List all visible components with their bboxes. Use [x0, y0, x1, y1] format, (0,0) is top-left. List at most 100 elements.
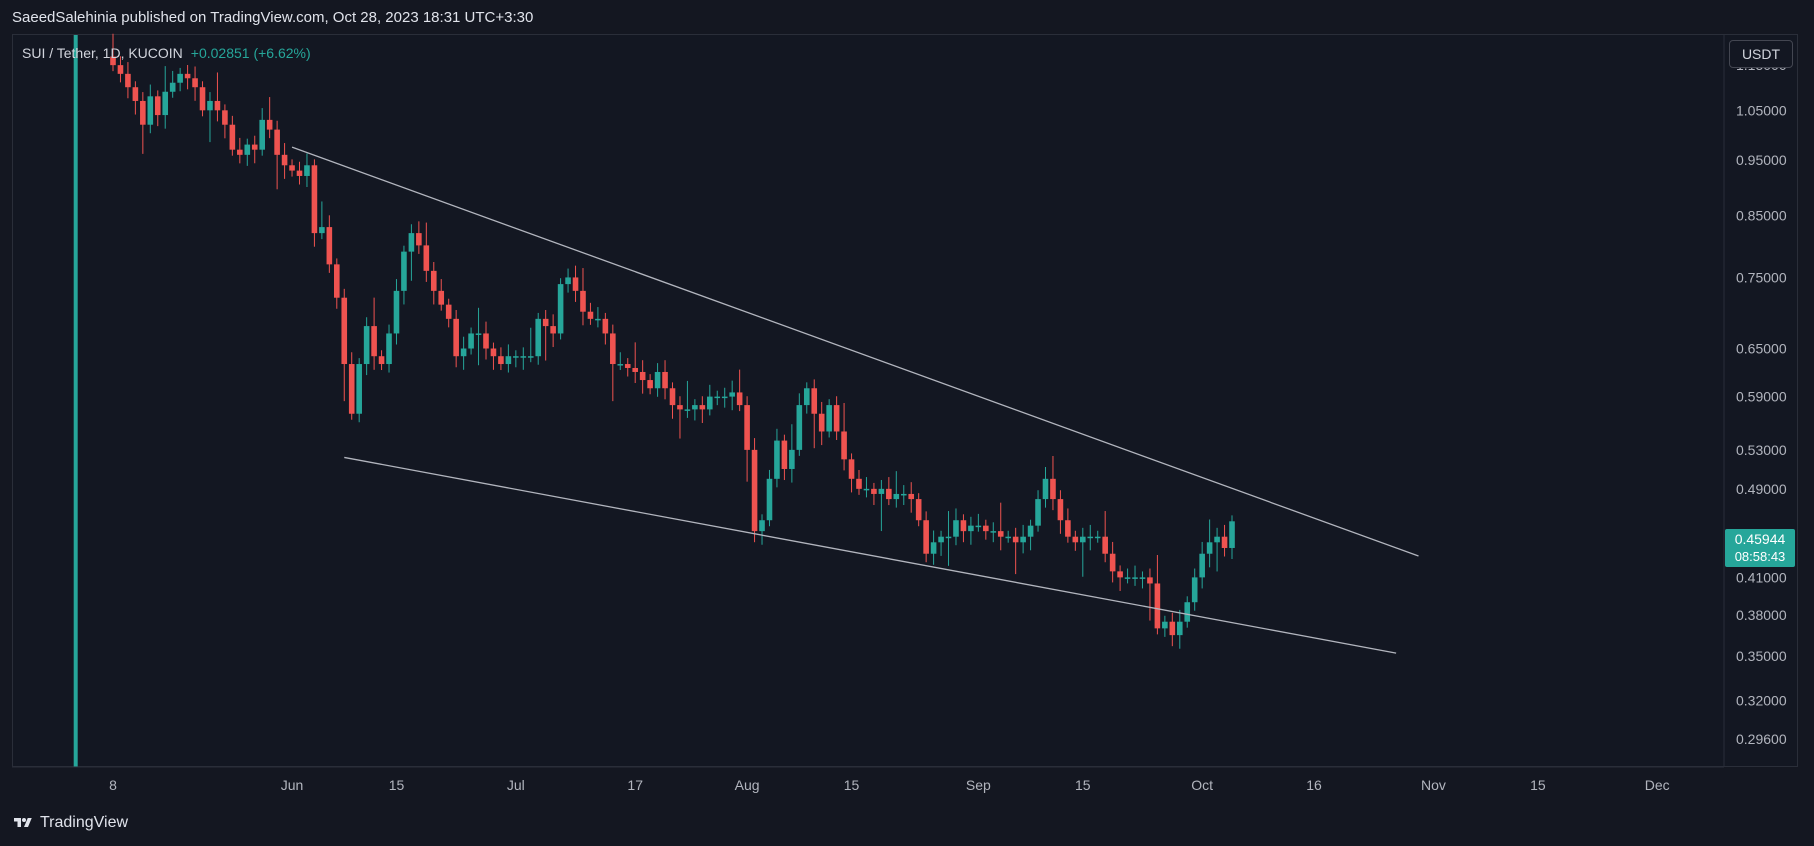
candle-body [237, 149, 243, 155]
price-tick-label: 0.32000 [1736, 692, 1787, 708]
candle-body [445, 304, 452, 319]
candle-body [542, 318, 549, 327]
candle-body [1072, 536, 1079, 543]
candle-body [505, 356, 512, 365]
candle-body [341, 297, 348, 365]
candle-body [207, 100, 213, 111]
candle-body [960, 520, 967, 532]
candle-body [1199, 553, 1205, 578]
candle-body [222, 110, 228, 125]
symbol-title[interactable]: SUI / Tether, 1D, KUCOIN [22, 45, 183, 61]
price-tick-label: 0.41000 [1736, 569, 1787, 585]
candle-body [423, 245, 430, 271]
tradingview-logo[interactable]: TradingView [12, 814, 128, 832]
chart-pane[interactable] [12, 34, 1798, 767]
candle-body [1065, 520, 1071, 537]
candle-body [774, 440, 780, 479]
candle-body [199, 87, 206, 111]
candle-body [259, 119, 265, 150]
candle-body [1154, 583, 1161, 629]
candle-body [997, 531, 1004, 537]
symbol-legend[interactable]: SUI / Tether, 1D, KUCOIN +0.02851 (+6.62%… [22, 45, 311, 61]
candle-body [639, 371, 646, 381]
candle-body [401, 251, 407, 291]
candle-body [1221, 536, 1228, 548]
candle-body [319, 227, 325, 234]
candle-body [721, 396, 728, 399]
price-tick-label: 0.53000 [1736, 442, 1787, 458]
candle-body [244, 144, 251, 155]
candle-body [736, 392, 743, 406]
candle-body [296, 170, 303, 176]
candle-body [393, 290, 400, 334]
candle-body [550, 326, 556, 334]
candle-body [818, 413, 825, 432]
candle-body [348, 364, 355, 414]
candle-body [326, 227, 333, 265]
last-price: 0.45944 [1734, 531, 1786, 547]
trendlines[interactable] [291, 146, 1419, 654]
candle-body [871, 488, 877, 494]
price-tick-label: 0.85000 [1736, 207, 1787, 223]
time-tick-label: 15 [1530, 777, 1546, 793]
time-tick-label: 15 [1075, 777, 1091, 793]
marker-line [73, 35, 78, 767]
candle-body [707, 396, 713, 410]
price-tick-label: 0.59000 [1736, 389, 1787, 405]
candle-body [162, 91, 169, 116]
lower-support-trendline[interactable] [344, 456, 1397, 654]
candle-body [610, 333, 616, 365]
upper-resistance-trendline[interactable] [291, 146, 1419, 557]
candle-body [856, 478, 862, 489]
candle-body [1191, 577, 1198, 603]
candle-body [140, 100, 146, 125]
candle-body [1139, 577, 1146, 579]
candle-body [968, 525, 974, 532]
candle-body [983, 525, 989, 532]
candle-body [684, 409, 691, 411]
candle-body [990, 531, 997, 533]
candle-body [527, 356, 534, 358]
time-axis[interactable]: 8 Jun 15 Jul 17 Aug 15 Sep 15 Oct 16 Nov 15 Dec [109, 777, 1670, 793]
candle-body [535, 318, 542, 357]
candle-body [1214, 536, 1220, 543]
candle-body [192, 78, 198, 88]
time-tick-label: Sep [966, 777, 991, 793]
candle-body [580, 290, 586, 312]
candle-body [557, 284, 564, 334]
candle-body [587, 311, 594, 319]
tradingview-logo-icon [14, 818, 32, 827]
candle-body [848, 459, 855, 479]
candle-body [169, 82, 176, 92]
candle-body [117, 65, 124, 74]
candle-body [595, 318, 601, 321]
candle-body [356, 364, 362, 414]
price-tick-label: 0.35000 [1736, 648, 1787, 664]
candle-body [617, 364, 624, 366]
candle-body [251, 144, 258, 150]
candle-body [132, 87, 139, 101]
time-tick-label: Jun [281, 777, 304, 793]
candle-body [1094, 536, 1101, 539]
candle-body [147, 96, 154, 125]
candle-body [886, 488, 892, 500]
price-tick-label: 0.65000 [1736, 341, 1787, 357]
time-tick-label: Jul [507, 777, 525, 793]
candle-body [1080, 536, 1086, 543]
time-tick-label: Nov [1421, 777, 1446, 793]
time-tick-label: 15 [389, 777, 405, 793]
candle-body [483, 333, 489, 349]
candle-body [789, 449, 795, 469]
candle-body [766, 478, 773, 521]
price-axis[interactable]: 1.150001.050000.950000.850000.750000.650… [1736, 57, 1787, 747]
candle-body [475, 333, 482, 335]
candle-body [945, 536, 952, 539]
candle-body [841, 431, 847, 460]
candle-body [430, 270, 437, 291]
candle-body [930, 542, 937, 554]
candle-body [863, 488, 870, 491]
currency-button[interactable]: USDT [1729, 40, 1793, 68]
candle-body [371, 326, 377, 357]
candle-body [811, 388, 818, 414]
price-change: +0.02851 (+6.62%) [190, 45, 311, 61]
